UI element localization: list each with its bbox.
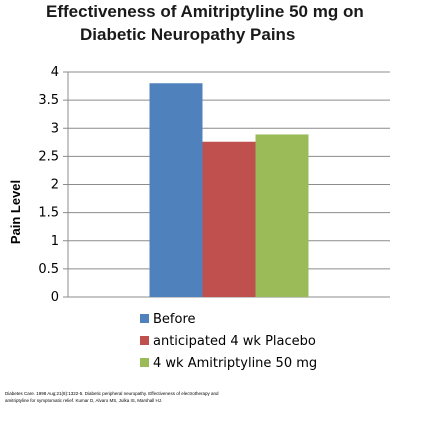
- y-tick-label: 3: [51, 121, 59, 136]
- legend-label: 4 wk Amitriptyline 50 mg: [153, 356, 317, 371]
- y-tick-label: 1.5: [38, 206, 59, 221]
- bars: [149, 83, 309, 297]
- legend: Before anticipated 4 wk Placebo 4 wk Amitr…: [140, 312, 317, 371]
- legend-label: anticipated 4 wk Placebo: [153, 334, 316, 349]
- chart-title-line-1: Effectiveness of Amitriptyline 50 mg on: [46, 2, 364, 21]
- y-tick-label: 2: [51, 178, 59, 193]
- citation-line-1: Diabetes Care. 1998 Aug;21(8):1322-5. Di…: [5, 391, 219, 396]
- y-tick-label: 4: [51, 65, 59, 80]
- chart-title-line-2: Diabetic Neuropathy Pains: [80, 25, 295, 44]
- legend-swatch: [140, 358, 149, 367]
- y-tick-label: 0: [51, 290, 59, 305]
- legend-swatch: [140, 314, 149, 323]
- bar-3: [255, 134, 309, 297]
- legend-label: Before: [153, 312, 196, 327]
- y-tick-label: 0.5: [38, 262, 59, 277]
- citation-line-2: amitriptyline for symptomatic relief. Ku…: [5, 398, 162, 403]
- y-tick-label: 1: [51, 234, 59, 249]
- y-tick-label: 2.5: [38, 149, 59, 164]
- bar-2: [202, 141, 256, 297]
- y-tick-label: 3.5: [38, 93, 59, 108]
- legend-swatch: [140, 336, 149, 345]
- y-axis-label: Pain Level: [8, 180, 23, 244]
- bar-1: [149, 83, 203, 297]
- y-tick-labels: 0 0.5 1 1.5 2 2.5 3 3.5 4: [38, 65, 59, 305]
